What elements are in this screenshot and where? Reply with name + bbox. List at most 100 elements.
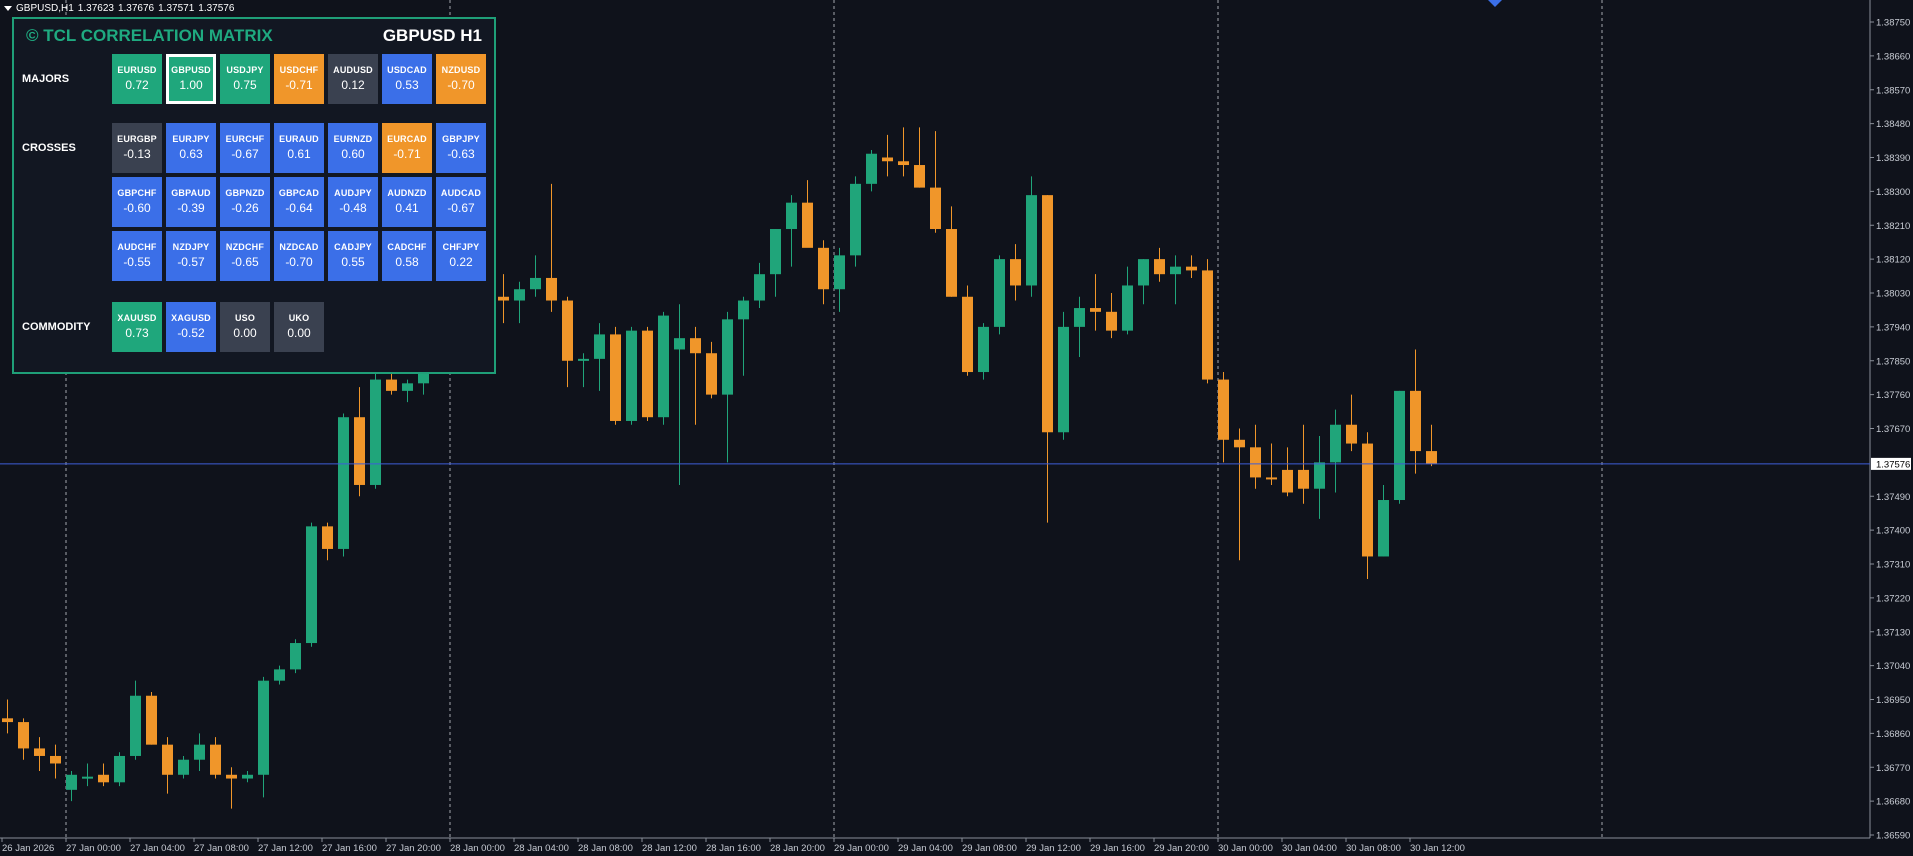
correlation-cell-euraud[interactable]: EURAUD 0.61 <box>274 123 324 173</box>
cell-symbol: GBPAUD <box>171 188 211 198</box>
time-label: 27 Jan 20:00 <box>386 843 441 854</box>
correlation-cell-uko[interactable]: UKO 0.00 <box>274 302 324 352</box>
correlation-cell-eurusd[interactable]: EURUSD 0.72 <box>112 54 162 104</box>
candle-body <box>1394 390 1405 501</box>
candle-body <box>882 157 893 162</box>
candle-body <box>1330 424 1341 463</box>
correlation-cell-eurchf[interactable]: EURCHF -0.67 <box>220 123 270 173</box>
correlation-cell-nzdusd[interactable]: NZDUSD -0.70 <box>436 54 486 104</box>
correlation-cell-audnzd[interactable]: AUDNZD 0.41 <box>382 177 432 227</box>
chart-shift-marker-icon[interactable] <box>1488 0 1502 7</box>
correlation-cell-cadchf[interactable]: CADCHF 0.58 <box>382 231 432 281</box>
time-label: 29 Jan 12:00 <box>1026 843 1081 854</box>
cell-value: 1.00 <box>179 78 203 92</box>
dropdown-triangle-icon[interactable] <box>4 5 12 11</box>
candle-body <box>1170 266 1181 275</box>
cell-symbol: AUDCHF <box>117 242 157 252</box>
cell-value: -0.65 <box>231 255 259 269</box>
correlation-cell-eurjpy[interactable]: EURJPY 0.63 <box>166 123 216 173</box>
correlation-cell-nzdjpy[interactable]: NZDJPY -0.57 <box>166 231 216 281</box>
cell-symbol: UKO <box>288 313 310 323</box>
correlation-cell-gbpchf[interactable]: GBPCHF -0.60 <box>112 177 162 227</box>
correlation-cell-cadjpy[interactable]: CADJPY 0.55 <box>328 231 378 281</box>
correlation-cell-xauusd[interactable]: XAUUSD 0.73 <box>112 302 162 352</box>
correlation-cell-usdchf[interactable]: USDCHF -0.71 <box>274 54 324 104</box>
time-label: 30 Jan 00:00 <box>1218 843 1273 854</box>
correlation-cell-gbpcad[interactable]: GBPCAD -0.64 <box>274 177 324 227</box>
cell-symbol: NZDJPY <box>172 242 210 252</box>
correlation-matrix-panel: © TCL CORRELATION MATRIX GBPUSD H1 MAJOR… <box>12 17 496 374</box>
cell-symbol: CHFJPY <box>442 242 480 252</box>
correlation-cell-gbpusd[interactable]: GBPUSD 1.00 <box>166 54 216 104</box>
price-label: 1.38570 <box>1876 85 1910 96</box>
candle-body <box>1282 469 1293 493</box>
candle-body <box>1378 500 1389 557</box>
cell-symbol: GBPCAD <box>278 188 320 198</box>
candle-body <box>818 247 829 290</box>
cell-value: -0.70 <box>447 78 475 92</box>
candle-body <box>1346 424 1357 444</box>
candle-body <box>706 353 717 395</box>
candle-body <box>930 187 941 230</box>
cell-symbol: EURCAD <box>387 134 427 144</box>
candle-body <box>626 330 637 421</box>
correlation-cell-audjpy[interactable]: AUDJPY -0.48 <box>328 177 378 227</box>
cell-symbol: EURUSD <box>117 65 157 75</box>
cell-value: -0.48 <box>339 201 367 215</box>
candle-body <box>258 680 269 775</box>
price-label: 1.37760 <box>1876 390 1910 401</box>
cell-value: -0.71 <box>285 78 313 92</box>
candle-body <box>1074 308 1085 327</box>
candle-body <box>338 417 349 549</box>
cell-symbol: EURNZD <box>333 134 373 144</box>
correlation-cell-eurnzd[interactable]: EURNZD 0.60 <box>328 123 378 173</box>
correlation-cell-audcad[interactable]: AUDCAD -0.67 <box>436 177 486 227</box>
candle-body <box>722 319 733 395</box>
correlation-cell-audchf[interactable]: AUDCHF -0.55 <box>112 231 162 281</box>
candle-body <box>1042 195 1053 433</box>
cell-value: -0.70 <box>285 255 313 269</box>
time-label: 28 Jan 08:00 <box>578 843 633 854</box>
candle-body <box>210 744 221 775</box>
candle-body <box>242 774 253 779</box>
correlation-cell-audusd[interactable]: AUDUSD 0.12 <box>328 54 378 104</box>
correlation-cell-gbpaud[interactable]: GBPAUD -0.39 <box>166 177 216 227</box>
price-label: 1.37130 <box>1876 627 1910 638</box>
cell-value: 0.55 <box>341 255 365 269</box>
correlation-cell-usdjpy[interactable]: USDJPY 0.75 <box>220 54 270 104</box>
correlation-cell-nzdchf[interactable]: NZDCHF -0.65 <box>220 231 270 281</box>
candle-body <box>114 755 125 783</box>
cell-symbol: USDCHF <box>279 65 319 75</box>
correlation-cell-eurgbp[interactable]: EURGBP -0.13 <box>112 123 162 173</box>
ohlc-high: 1.37676 <box>117 3 155 14</box>
candle-body <box>1234 439 1245 448</box>
correlation-cell-gbpjpy[interactable]: GBPJPY -0.63 <box>436 123 486 173</box>
candle-body <box>1010 259 1021 286</box>
candle-body <box>1202 270 1213 380</box>
correlation-cell-usdcad[interactable]: USDCAD 0.53 <box>382 54 432 104</box>
time-label: 28 Jan 04:00 <box>514 843 569 854</box>
price-label: 1.36680 <box>1876 797 1910 808</box>
correlation-cell-xagusd[interactable]: XAGUSD -0.52 <box>166 302 216 352</box>
cell-symbol: USDCAD <box>387 65 427 75</box>
correlation-cell-gbpnzd[interactable]: GBPNZD -0.26 <box>220 177 270 227</box>
correlation-cell-uso[interactable]: USO 0.00 <box>220 302 270 352</box>
correlation-cell-chfjpy[interactable]: CHFJPY 0.22 <box>436 231 486 281</box>
time-label: 28 Jan 00:00 <box>450 843 505 854</box>
current-price-label: 1.37576 <box>1876 459 1910 470</box>
price-label: 1.37400 <box>1876 526 1910 537</box>
cell-value: -0.55 <box>123 255 151 269</box>
cell-value: 0.61 <box>287 147 311 161</box>
correlation-cell-eurcad[interactable]: EURCAD -0.71 <box>382 123 432 173</box>
ohlc-close: 1.37576 <box>198 3 235 14</box>
candle-body <box>1266 477 1277 480</box>
cell-value: -0.67 <box>447 201 475 215</box>
candle-body <box>802 202 813 248</box>
cell-value: 0.22 <box>449 255 473 269</box>
candle-body <box>34 748 45 756</box>
time-label: 29 Jan 08:00 <box>962 843 1017 854</box>
time-label: 28 Jan 12:00 <box>642 843 697 854</box>
candle-body <box>1362 443 1373 557</box>
correlation-cell-nzdcad[interactable]: NZDCAD -0.70 <box>274 231 324 281</box>
